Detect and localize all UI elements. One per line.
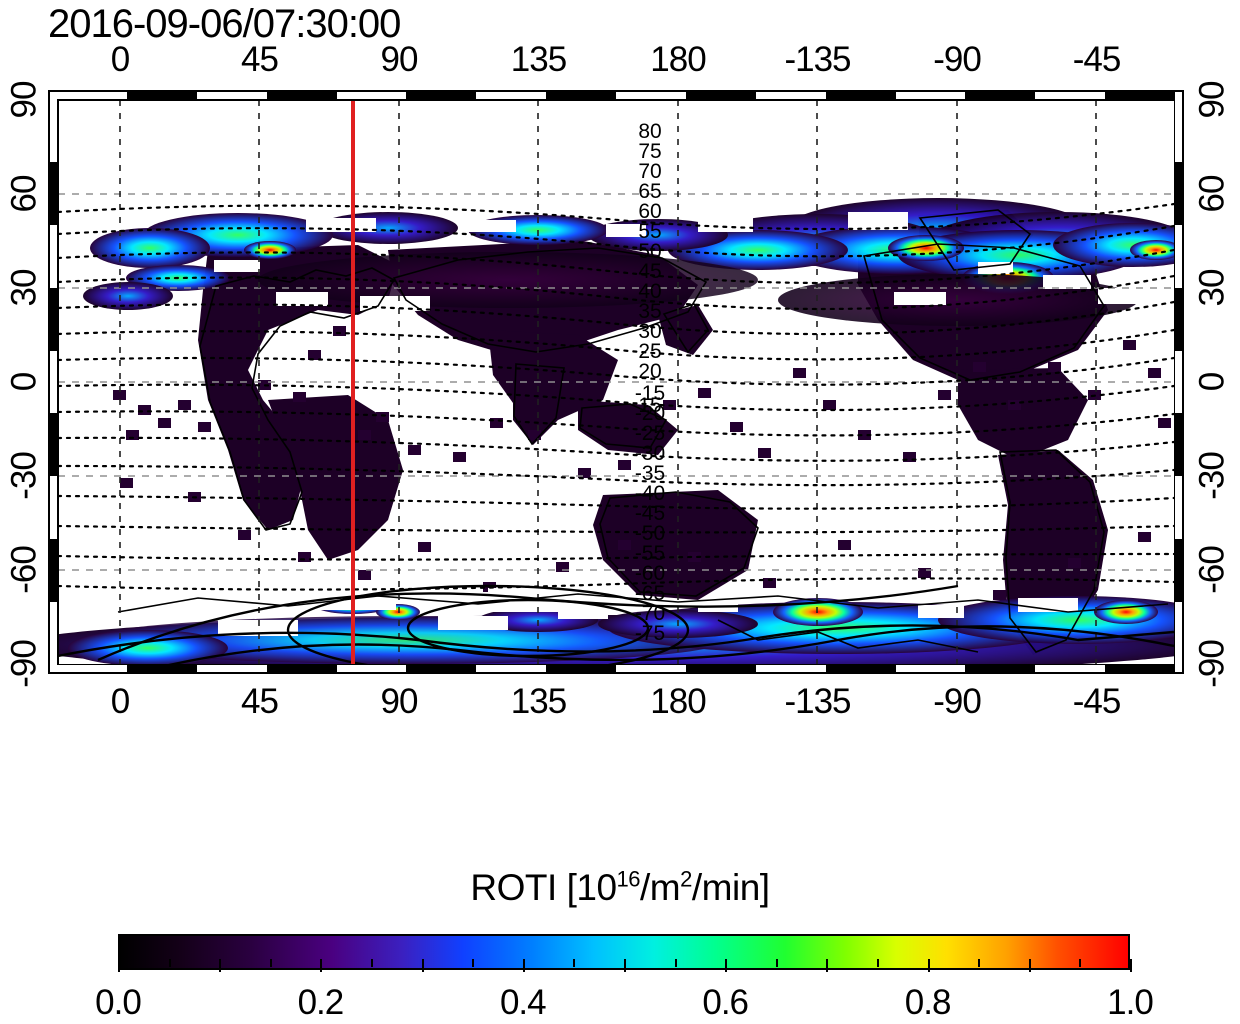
lon-tick-bottom-6: -90 — [933, 684, 981, 719]
colorbar-minor-tick — [320, 959, 322, 972]
colorbar-minor-tick — [675, 959, 677, 967]
colorbar-minor-tick — [978, 959, 980, 967]
frame-block-bottom-13 — [965, 665, 1035, 672]
lon-tick-bottom-1: 45 — [241, 684, 278, 719]
colorbar-tick-label-1: 0.2 — [298, 985, 344, 1020]
colorbar-minor-tick — [826, 959, 828, 972]
lon-tick-top-7: -45 — [1073, 42, 1121, 77]
lat-tick-right-2: 30 — [1195, 270, 1230, 307]
colorbar-tick-label-3: 0.6 — [702, 985, 748, 1020]
frame-block-left-3 — [50, 288, 57, 351]
colorbar-title-mid: /m — [640, 867, 680, 908]
lon-tick-bottom-3: 135 — [511, 684, 566, 719]
frame-block-bottom-9 — [686, 665, 756, 672]
frame-block-top-3 — [267, 92, 337, 99]
lon-tick-top-2: 90 — [381, 42, 418, 77]
colorbar-title-exp: 16 — [617, 867, 640, 892]
frame-outline-bottom — [48, 672, 1184, 674]
colorbar-minor-tick — [523, 959, 525, 972]
lon-tick-bottom-4: 180 — [650, 684, 705, 719]
frame-block-bottom-1 — [127, 665, 197, 672]
lat-tick-right-6: -90 — [1195, 640, 1230, 688]
colorbar-minor-tick — [624, 959, 626, 972]
terminator-line — [351, 100, 355, 664]
colorbar-title-main: ROTI [10 — [470, 867, 616, 908]
frame-block-top-1 — [127, 92, 197, 99]
maglat-label-s--75: -75 — [635, 622, 665, 645]
lat-tick-left-3: 0 — [7, 373, 42, 391]
frame-inner-left — [57, 99, 59, 665]
colorbar-minor-tick — [270, 959, 272, 967]
colorbar-tick-label-2: 0.4 — [500, 985, 546, 1020]
frame-inner-top — [57, 99, 1175, 101]
colorbar-minor-tick — [169, 959, 171, 967]
frame-block-bottom-7 — [546, 665, 616, 672]
lat-tick-left-4: -30 — [7, 452, 42, 500]
frame-block-left-1 — [50, 162, 57, 225]
map-canvas: 8075706560555045403530252015-15-20-25-30… — [58, 100, 1174, 664]
lat-tick-right-5: -60 — [1195, 546, 1230, 594]
lat-tick-left-1: 60 — [7, 176, 42, 213]
colorbar-minor-tick — [219, 959, 221, 972]
colorbar-title: ROTI [1016/m2/min] — [0, 868, 1240, 908]
colorbar-tick-label-5: 1.0 — [1107, 985, 1153, 1020]
lon-tick-bottom-2: 90 — [381, 684, 418, 719]
colorbar-minor-tick — [776, 959, 778, 967]
frame-block-top-11 — [826, 92, 896, 99]
lat-tick-left-5: -60 — [7, 546, 42, 594]
colorbar-title-end: /min] — [692, 867, 770, 908]
frame-block-top-13 — [965, 92, 1035, 99]
lon-tick-top-0: 0 — [111, 42, 129, 77]
colorbar-minor-tick — [1079, 959, 1081, 967]
lon-tick-top-1: 45 — [241, 42, 278, 77]
frame-block-top-9 — [686, 92, 756, 99]
colorbar-minor-tick — [928, 959, 930, 972]
colorbar-minor-tick — [1029, 959, 1031, 972]
frame-block-top-5 — [406, 92, 476, 99]
colorbar-minor-tick — [725, 959, 727, 972]
lon-tick-top-5: -135 — [784, 42, 850, 77]
roti-global-map-figure: 2016-09-06/07:30:00 04590135180-135-90-4… — [0, 0, 1240, 1024]
lat-tick-left-6: -90 — [7, 640, 42, 688]
lon-tick-bottom-0: 0 — [111, 684, 129, 719]
colorbar-title-exp2: 2 — [680, 867, 692, 892]
frame-block-right-5 — [1175, 413, 1182, 476]
frame-block-right-3 — [1175, 288, 1182, 351]
lat-tick-right-0: 90 — [1195, 82, 1230, 119]
frame-block-top-7 — [546, 92, 616, 99]
frame-outline-right — [1182, 90, 1184, 674]
colorbar-minor-tick — [422, 959, 424, 972]
lon-tick-top-4: 180 — [650, 42, 705, 77]
maglat-label-n-20: 20 — [638, 360, 661, 383]
lon-tick-top-6: -90 — [933, 42, 981, 77]
lat-tick-right-3: 0 — [1195, 373, 1230, 391]
lon-tick-bottom-5: -135 — [784, 684, 850, 719]
frame-block-bottom-5 — [406, 665, 476, 672]
lat-tick-right-4: -30 — [1195, 452, 1230, 500]
colorbar-minor-tick — [1130, 959, 1132, 972]
map-raster-clip: 8075706560555045403530252015-15-20-25-30… — [58, 100, 1174, 664]
frame-block-left-7 — [50, 539, 57, 602]
frame-block-right-7 — [1175, 539, 1182, 602]
maglat-contour-labels: 8075706560555045403530252015-15-20-25-30… — [635, 120, 665, 645]
lon-tick-bottom-7: -45 — [1073, 684, 1121, 719]
frame-block-right-1 — [1175, 162, 1182, 225]
colorbar-minor-tick — [118, 959, 120, 972]
frame-block-left-5 — [50, 413, 57, 476]
lat-tick-left-0: 90 — [7, 82, 42, 119]
lat-tick-left-2: 30 — [7, 270, 42, 307]
colorbar-minor-tick — [371, 959, 373, 967]
colorbar-tick-label-4: 0.8 — [905, 985, 951, 1020]
frame-block-bottom-15 — [1105, 665, 1175, 672]
map-plot-area[interactable]: 8075706560555045403530252015-15-20-25-30… — [48, 90, 1184, 674]
colorbar-minor-tick — [877, 959, 879, 967]
colorbar-minor-tick — [472, 959, 474, 967]
colorbar-tick-label-0: 0.0 — [95, 985, 141, 1020]
lat-tick-right-1: 60 — [1195, 176, 1230, 213]
lon-tick-top-3: 135 — [511, 42, 566, 77]
colorbar-minor-tick — [573, 959, 575, 967]
frame-block-bottom-3 — [267, 665, 337, 672]
frame-block-bottom-11 — [826, 665, 896, 672]
frame-block-top-15 — [1105, 92, 1175, 99]
